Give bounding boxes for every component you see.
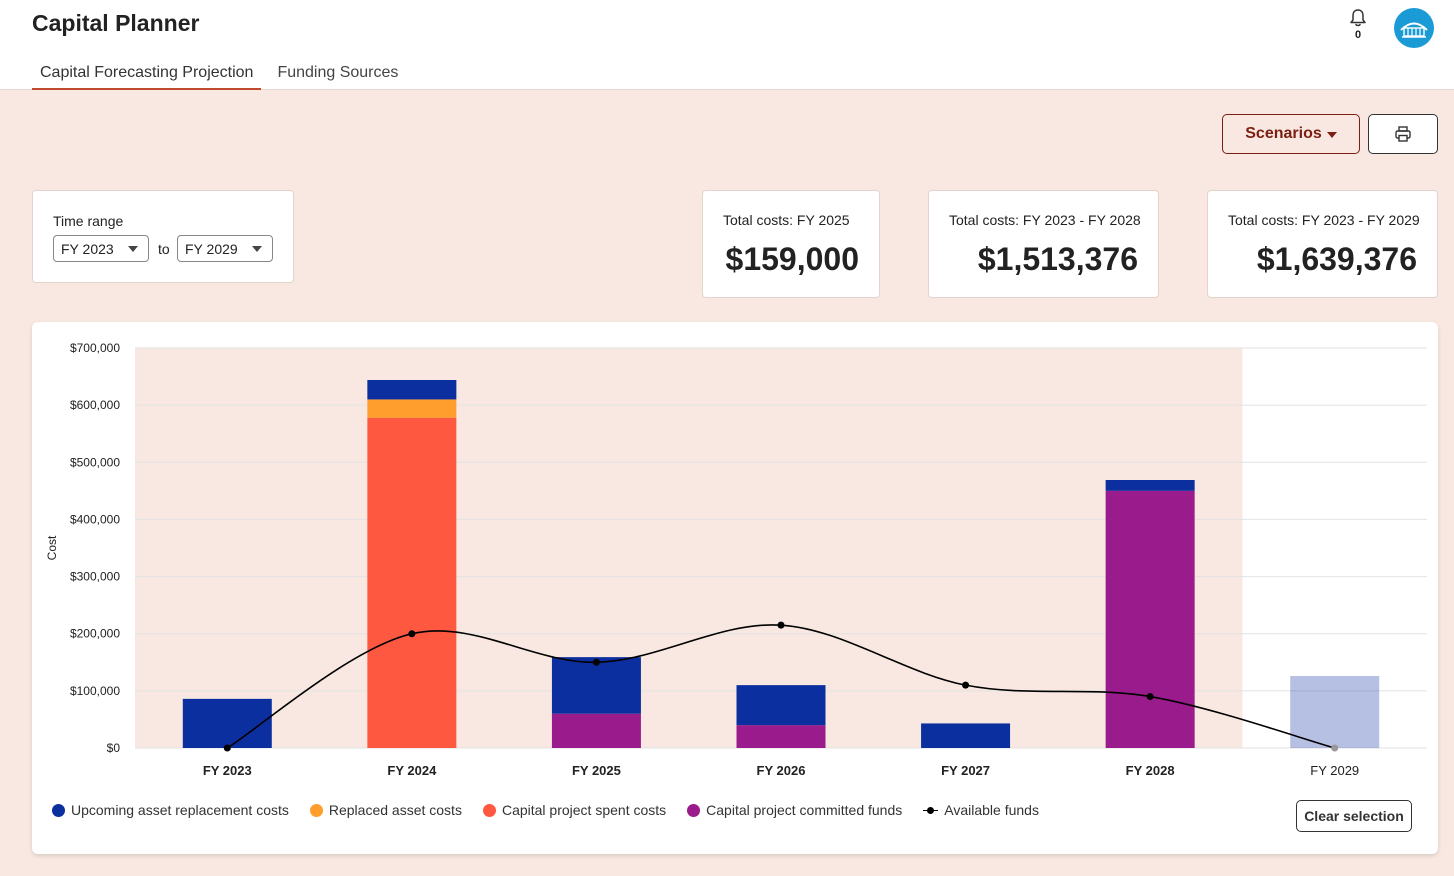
- bar-segment[interactable]: [551, 657, 641, 714]
- x-tick-label[interactable]: FY 2024: [387, 763, 437, 778]
- chart-legend: Upcoming asset replacement costs Replace…: [52, 800, 1060, 820]
- stat-label: Total costs: FY 2025: [723, 212, 850, 228]
- stat-value: $1,513,376: [977, 241, 1138, 277]
- time-range-from-select[interactable]: FY 2023: [53, 235, 149, 262]
- x-tick-label[interactable]: FY 2029: [1310, 763, 1359, 778]
- scenarios-label: Scenarios: [1245, 125, 1322, 142]
- bar-segment[interactable]: [736, 725, 826, 748]
- scenarios-button[interactable]: Scenarios: [1222, 114, 1360, 154]
- time-range-card: Time range FY 2023 to FY 2029: [32, 190, 294, 283]
- main-content: Scenarios Time range FY 2023 to FY 2029 …: [0, 90, 1454, 876]
- x-tick-label[interactable]: FY 2023: [203, 763, 252, 778]
- time-range-to-value: FY 2029: [185, 241, 238, 257]
- available-funds-point[interactable]: [1146, 693, 1154, 701]
- chart-card: $0 $100,000 $200,000 $300,000 $400,000 $500,0…: [32, 322, 1438, 854]
- legend-dot: [687, 803, 701, 817]
- available-funds-point[interactable]: [777, 621, 785, 629]
- notification-count: 0: [1354, 29, 1362, 41]
- available-funds-point[interactable]: [1331, 744, 1339, 752]
- avatar[interactable]: [1394, 8, 1434, 48]
- legend-line-swatch: [923, 804, 939, 817]
- stat-card-fy2023-fy2029: Total costs: FY 2023 - FY 2029 $1,639,37…: [1207, 190, 1438, 298]
- bar-segment[interactable]: [551, 713, 641, 748]
- legend-dot: [482, 803, 496, 817]
- available-funds-point[interactable]: [962, 681, 970, 689]
- legend-label: Capital project spent costs: [501, 802, 667, 818]
- y-tick-label: $100,000: [70, 684, 120, 698]
- printer-icon: [1395, 126, 1411, 142]
- stat-value: $159,000: [725, 241, 859, 277]
- caret-down-icon: [1326, 132, 1337, 138]
- clear-selection-button[interactable]: Clear selection: [1296, 800, 1412, 832]
- legend-label: Available funds: [944, 802, 1039, 818]
- y-tick-label: $400,000: [70, 512, 120, 526]
- bar-segment[interactable]: [367, 380, 457, 400]
- time-range-from-value: FY 2023: [61, 241, 114, 257]
- time-range-label: Time range: [53, 213, 124, 229]
- legend-item-available-funds[interactable]: Available funds: [923, 802, 1039, 818]
- x-tick-label[interactable]: FY 2028: [1126, 763, 1175, 778]
- legend-label: Upcoming asset replacement costs: [71, 802, 289, 818]
- tab-funding-sources[interactable]: Funding Sources: [277, 64, 399, 81]
- time-range-to-label: to: [158, 241, 170, 257]
- available-funds-point[interactable]: [592, 658, 600, 666]
- bar-segment[interactable]: [736, 685, 826, 726]
- y-tick-label: $600,000: [70, 398, 120, 412]
- legend-item-replaced[interactable]: Replaced asset costs: [309, 802, 462, 818]
- y-tick-label: $200,000: [70, 627, 120, 641]
- print-button[interactable]: [1368, 114, 1438, 154]
- chevron-down-icon: [252, 246, 262, 252]
- cost-projection-chart[interactable]: $0 $100,000 $200,000 $300,000 $400,000 $500,0…: [32, 322, 1438, 792]
- legend-label: Capital project committed funds: [706, 802, 903, 818]
- bar-segment[interactable]: [1105, 480, 1195, 491]
- chevron-down-icon: [128, 246, 138, 252]
- y-axis-label: Cost: [45, 535, 59, 560]
- available-funds-point[interactable]: [223, 744, 231, 752]
- stat-value: $1,639,376: [1256, 241, 1417, 277]
- bar-segment[interactable]: [367, 417, 457, 748]
- x-tick-label[interactable]: FY 2025: [572, 763, 621, 778]
- bar-segment[interactable]: [182, 698, 272, 748]
- legend-dot: [52, 803, 65, 817]
- y-tick-label: $500,000: [70, 455, 120, 469]
- stat-label: Total costs: FY 2023 - FY 2028: [949, 212, 1141, 228]
- legend-label: Replaced asset costs: [328, 802, 462, 818]
- legend-item-upcoming[interactable]: Upcoming asset replacement costs: [52, 802, 289, 818]
- bell-icon: [1350, 9, 1366, 27]
- available-funds-point[interactable]: [408, 630, 416, 638]
- selected-range-background: [135, 348, 1243, 748]
- tab-capital-forecasting-projection[interactable]: Capital Forecasting Projection: [32, 58, 262, 90]
- tab-bar: Capital Forecasting Projection Funding S…: [32, 58, 414, 90]
- x-tick-label[interactable]: FY 2026: [757, 763, 806, 778]
- bar-segment[interactable]: [1290, 676, 1380, 748]
- bar-segment[interactable]: [367, 399, 457, 418]
- y-tick-label: $700,000: [70, 341, 120, 355]
- stat-card-fy2023-fy2028: Total costs: FY 2023 - FY 2028 $1,513,37…: [928, 190, 1159, 298]
- y-tick-label: $0: [107, 741, 121, 755]
- x-tick-label[interactable]: FY 2027: [941, 763, 990, 778]
- legend-item-spent[interactable]: Capital project spent costs: [482, 802, 667, 818]
- stat-label: Total costs: FY 2023 - FY 2029: [1228, 212, 1420, 228]
- app-title: Capital Planner: [32, 10, 200, 36]
- notifications-button[interactable]: 0: [1346, 8, 1370, 44]
- legend-item-committed[interactable]: Capital project committed funds: [687, 802, 902, 818]
- building-logo-icon: [1400, 22, 1428, 38]
- app-header: Capital Planner 0 Capital Forecasting Pr…: [0, 0, 1454, 90]
- stat-card-fy2025: Total costs: FY 2025 $159,000: [702, 190, 880, 298]
- y-tick-label: $300,000: [70, 570, 120, 584]
- bar-segment[interactable]: [921, 723, 1011, 748]
- time-range-to-select[interactable]: FY 2029: [177, 235, 273, 262]
- bar-segment[interactable]: [1105, 490, 1195, 748]
- legend-dot: [309, 803, 323, 817]
